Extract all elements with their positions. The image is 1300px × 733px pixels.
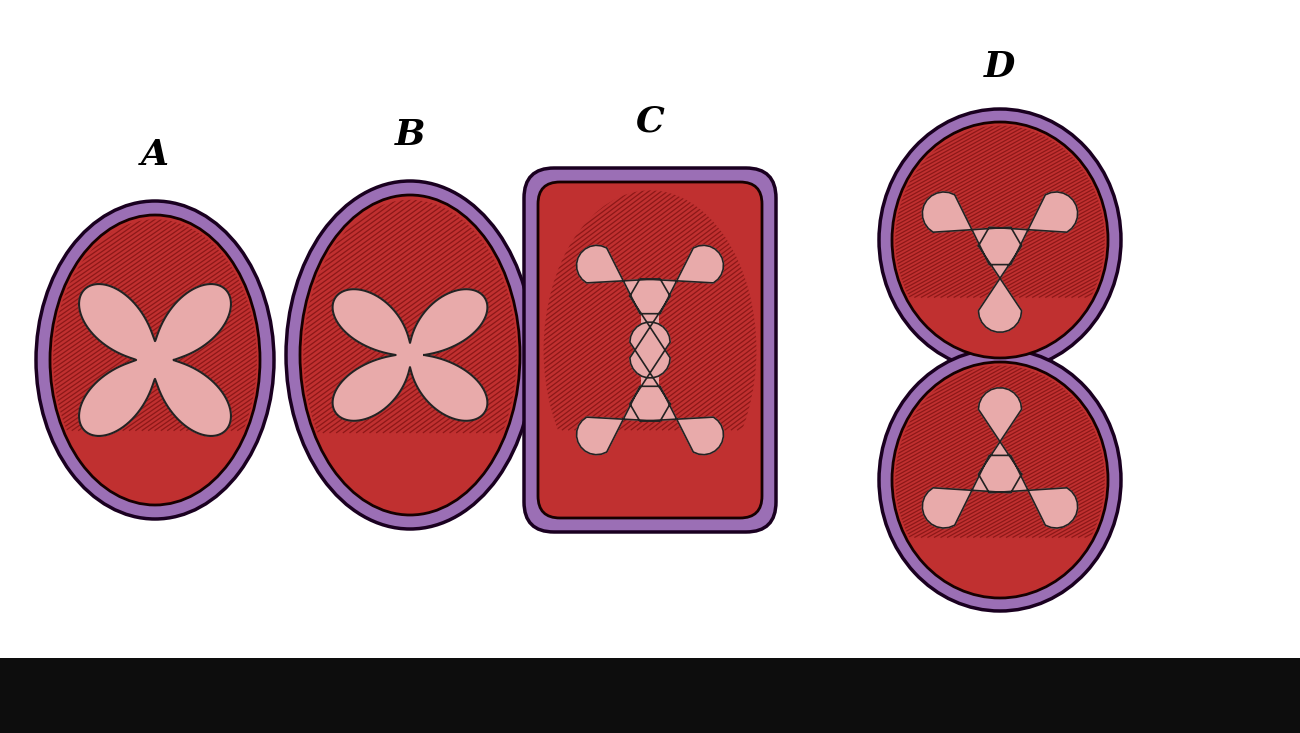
Ellipse shape <box>879 109 1121 371</box>
Ellipse shape <box>879 349 1121 611</box>
Ellipse shape <box>286 181 534 529</box>
Ellipse shape <box>49 215 260 505</box>
Text: D: D <box>984 50 1015 84</box>
Ellipse shape <box>300 195 520 515</box>
FancyBboxPatch shape <box>538 182 762 518</box>
Polygon shape <box>577 323 723 454</box>
Text: B: B <box>395 118 425 152</box>
Ellipse shape <box>892 122 1108 358</box>
Polygon shape <box>923 388 1078 528</box>
Text: C: C <box>636 105 664 139</box>
Polygon shape <box>577 246 723 377</box>
Polygon shape <box>79 284 231 436</box>
Text: A: A <box>140 138 169 172</box>
FancyBboxPatch shape <box>524 168 776 532</box>
Ellipse shape <box>892 362 1108 598</box>
Ellipse shape <box>36 201 274 519</box>
FancyBboxPatch shape <box>641 296 659 404</box>
Polygon shape <box>923 192 1078 332</box>
Bar <box>0 658 1300 733</box>
Polygon shape <box>333 290 488 421</box>
